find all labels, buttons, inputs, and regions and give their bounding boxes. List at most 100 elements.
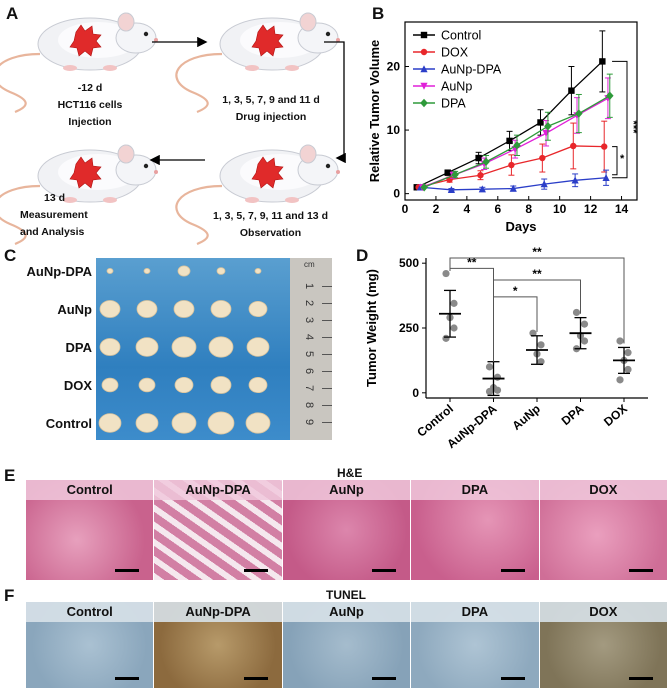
tumor-sample (99, 338, 121, 356)
tunel-tile-label: AuNp-DPA (185, 604, 251, 619)
tunel-tile-header (539, 602, 667, 622)
step4-caption: 13 d Measurement and Analysis (20, 190, 130, 240)
tunel-tile-label: DPA (461, 604, 489, 619)
tunel-tile-header (411, 602, 539, 622)
x-tick-label: 14 (615, 202, 629, 216)
data-point (485, 363, 494, 371)
he-tile-header (539, 480, 667, 500)
ruler-tick (322, 286, 332, 287)
tumor-sample (98, 413, 122, 433)
tumor-sample (174, 376, 194, 394)
data-point (506, 137, 513, 145)
legend-label: Control (441, 29, 481, 43)
ruler: cm 1 2 3 4 5 6 7 8 9 (290, 258, 332, 440)
legend-label: AuNp-DPA (441, 63, 502, 77)
group-control (439, 269, 461, 342)
tunel-tile-header (26, 602, 154, 622)
data-point (475, 154, 482, 162)
ruler-tick-label: 6 (303, 367, 316, 375)
legend: Control DOX AuNp-DPA AuNp DPA (413, 29, 502, 111)
data-point (601, 143, 608, 150)
tumor-sample (136, 300, 158, 318)
data-point (493, 373, 502, 381)
tunel-tile-header (282, 602, 411, 622)
series-dpa (420, 73, 614, 192)
tumor-sample (138, 377, 156, 393)
data-point (493, 386, 502, 394)
ruler-tick (322, 422, 332, 423)
y-tick-label: 10 (387, 123, 401, 137)
he-tile-aunp: AuNp (282, 480, 411, 580)
arrow-2 (324, 41, 346, 164)
data-point (542, 130, 550, 138)
bracket-outer (612, 60, 628, 179)
significance-label: ** (532, 267, 542, 281)
data-point (442, 334, 450, 342)
data-point (442, 269, 450, 278)
data-point (537, 341, 545, 349)
data-point (509, 184, 517, 192)
tumor-sample (248, 376, 268, 394)
tumor-sample (216, 267, 226, 275)
tumor-sample (177, 265, 191, 277)
scale-bar (243, 569, 268, 572)
tumor-sample (106, 268, 114, 274)
ruler-tick-label: 2 (303, 299, 316, 307)
panel-label-c: C (4, 246, 17, 265)
tumor-sample (207, 411, 235, 435)
tumor-sample (101, 377, 119, 393)
step4-desc: Measurement (20, 208, 88, 221)
he-title: H&E (337, 466, 363, 480)
group-dpa (569, 308, 592, 353)
data-point (616, 376, 624, 384)
data-point (599, 58, 606, 65)
legend-marker (420, 98, 428, 108)
scale-bar (243, 677, 268, 680)
significance-inner: * (620, 153, 625, 165)
tumor-sample (135, 337, 159, 357)
ruler-tick-label: 7 (303, 384, 316, 392)
step2-days: 1, 3, 5, 7, 9 and 11 d (222, 94, 320, 106)
data-point (572, 308, 581, 317)
legend-label: DPA (441, 97, 466, 111)
step4-day: 13 d (44, 192, 66, 204)
data-point (447, 186, 455, 194)
panel-label-a: A (6, 4, 19, 23)
group-dox (613, 337, 635, 384)
y-tick-label: 0 (393, 187, 400, 201)
data-point (537, 119, 544, 126)
group-aunp (526, 329, 548, 366)
tunel-strip: Control AuNp-DPA AuNp DPA DOX (26, 602, 668, 688)
significance-outer: *** (627, 121, 639, 135)
step1-day: -12 d (77, 82, 103, 94)
tumor-sample (246, 337, 270, 357)
data-point (451, 170, 459, 179)
he-tile-control: Control (26, 480, 154, 580)
row-label-aunp: AuNp (57, 302, 92, 317)
he-tile-label: DPA (461, 482, 489, 497)
x-tick-label: 0 (402, 202, 409, 216)
row-label-dpa: DPA (65, 340, 92, 355)
y-axis-label: Relative Tumor Volume (367, 40, 382, 183)
panel-label-b: B (372, 4, 385, 23)
tumor-volume-chart: 0 2 4 6 8 10 12 14 0 10 20 Days Relative Tumor Volum… (367, 21, 639, 234)
data-point (580, 320, 589, 328)
he-tile-dox: DOX (539, 480, 667, 580)
data-point (602, 173, 610, 181)
data-point (624, 349, 632, 357)
significance-bracket (493, 296, 538, 362)
tumor-sample (245, 412, 271, 434)
data-point (513, 141, 521, 150)
he-tile-header (411, 480, 539, 500)
ruler-tick (322, 337, 332, 338)
series-dox (415, 120, 608, 191)
step4-desc2: and Analysis (20, 225, 85, 238)
data-point (450, 324, 458, 332)
bracket-inner (612, 146, 618, 176)
tunel-tile-aunp-dpa: AuNp-DPA (154, 602, 282, 688)
data-point (508, 161, 515, 169)
step1-caption: -12 d HCT116 cells Injection (40, 80, 140, 130)
data-point (450, 299, 458, 307)
ruler-tick (322, 371, 332, 372)
